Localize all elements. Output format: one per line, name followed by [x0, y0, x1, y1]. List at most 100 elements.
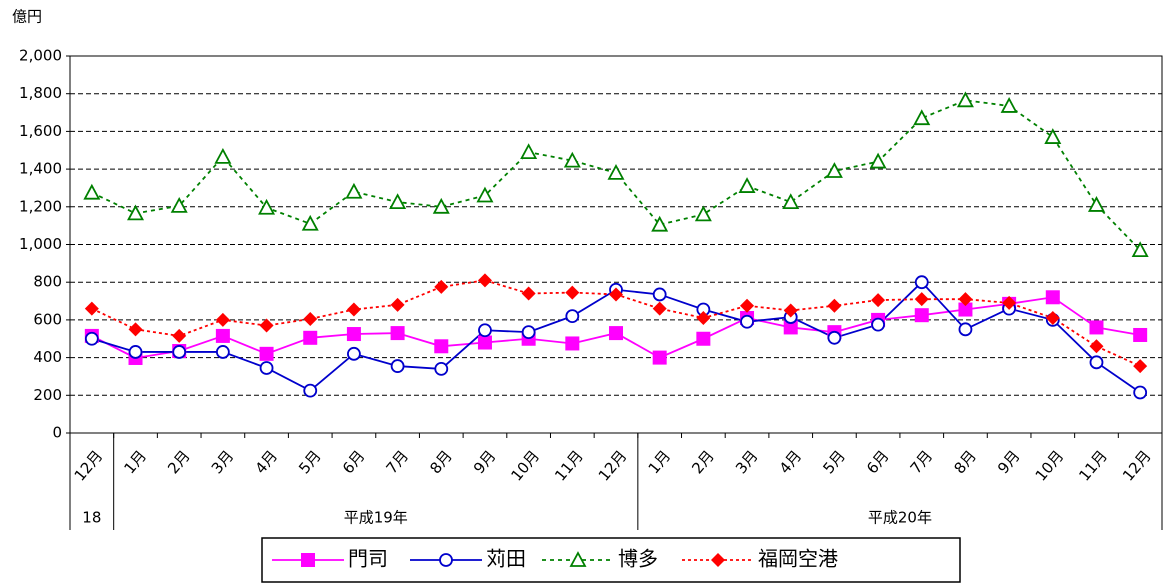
marker	[390, 297, 405, 312]
x-tick-label: 4月	[252, 447, 282, 477]
x-tick-label: 2月	[164, 447, 194, 477]
marker	[478, 323, 492, 338]
marker	[432, 197, 450, 214]
plot-border	[69, 55, 1163, 434]
marker	[127, 204, 145, 221]
marker	[825, 162, 843, 178]
marker	[565, 336, 580, 351]
marker	[958, 292, 973, 307]
marker	[258, 198, 276, 215]
marker	[652, 287, 667, 302]
marker	[84, 331, 99, 346]
marker	[652, 350, 667, 365]
x-tick-label: 1月	[120, 447, 150, 477]
marker	[914, 308, 929, 323]
marker	[521, 325, 536, 340]
marker	[958, 302, 973, 317]
x-tick-label: 12月	[71, 447, 107, 485]
marker	[565, 285, 580, 300]
marker	[871, 293, 886, 308]
marker	[346, 327, 361, 342]
marker	[652, 301, 667, 316]
marker	[696, 331, 711, 346]
legend-box	[261, 537, 961, 583]
group-label: 平成20年	[868, 509, 932, 527]
legend-label: 福岡空港	[758, 547, 838, 571]
legend-marker	[439, 553, 453, 567]
marker	[84, 301, 99, 316]
marker	[521, 286, 536, 301]
marker	[783, 303, 798, 318]
y-tick-label: 1,000	[19, 235, 62, 253]
x-tick-label: 1月	[645, 447, 675, 477]
legend-label: 門司	[348, 547, 388, 571]
marker	[1000, 97, 1018, 113]
x-tick-label: 7月	[383, 447, 413, 477]
marker	[303, 383, 318, 398]
y-tick-label: 1,800	[19, 84, 62, 102]
x-tick-label: 5月	[819, 447, 849, 477]
marker	[740, 298, 755, 313]
x-tick-label: 7月	[907, 447, 937, 477]
marker	[434, 339, 449, 354]
y-axis-label: 億円	[12, 8, 42, 26]
marker	[434, 362, 449, 376]
marker	[609, 326, 623, 341]
marker	[914, 292, 929, 307]
marker	[83, 183, 101, 200]
marker	[651, 215, 669, 232]
marker	[476, 186, 494, 203]
x-tick-label: 9月	[470, 447, 500, 477]
marker	[913, 109, 931, 126]
marker	[259, 318, 274, 333]
marker	[214, 147, 232, 164]
marker	[170, 196, 188, 213]
legend-label: 博多	[618, 547, 658, 571]
marker	[215, 328, 230, 343]
marker	[390, 326, 405, 341]
x-tick-label: 12月	[1119, 447, 1155, 485]
marker	[1133, 385, 1148, 400]
group-label: 18	[82, 509, 101, 527]
marker	[607, 163, 625, 180]
x-tick-label: 10月	[1032, 447, 1068, 485]
marker	[1133, 327, 1148, 342]
x-tick-label: 6月	[863, 447, 893, 477]
marker	[1045, 290, 1060, 305]
marker	[434, 279, 449, 294]
marker	[738, 177, 756, 193]
marker	[914, 275, 929, 290]
marker	[1045, 311, 1060, 326]
x-tick-label: 3月	[732, 447, 762, 477]
y-tick-label: 1,600	[19, 122, 62, 140]
x-tick-label: 6月	[339, 447, 369, 477]
marker	[1002, 295, 1017, 310]
x-tick-label: 8月	[950, 447, 980, 477]
marker	[1089, 339, 1104, 354]
x-tick-label: 11月	[1075, 447, 1111, 485]
y-tick-label: 800	[33, 273, 62, 291]
x-tick-label: 4月	[776, 447, 806, 477]
y-tick-label: 200	[33, 386, 62, 404]
marker	[303, 330, 318, 345]
marker	[389, 193, 407, 209]
y-tick-label: 600	[33, 310, 62, 328]
marker	[520, 143, 538, 160]
y-tick-label: 2,000	[19, 47, 62, 65]
y-tick-label: 400	[33, 348, 62, 366]
legend-marker	[569, 551, 587, 567]
marker	[172, 345, 187, 359]
y-tick-label: 0	[52, 424, 62, 442]
marker	[694, 205, 712, 222]
marker	[565, 309, 580, 324]
legend-marker	[301, 553, 315, 567]
marker	[563, 151, 581, 168]
marker	[1089, 355, 1104, 370]
marker	[1089, 320, 1104, 335]
marker	[128, 345, 143, 359]
marker	[477, 273, 492, 288]
y-tick-label: 1,200	[19, 197, 62, 215]
marker	[827, 330, 842, 345]
x-tick-label: 12月	[595, 447, 631, 485]
